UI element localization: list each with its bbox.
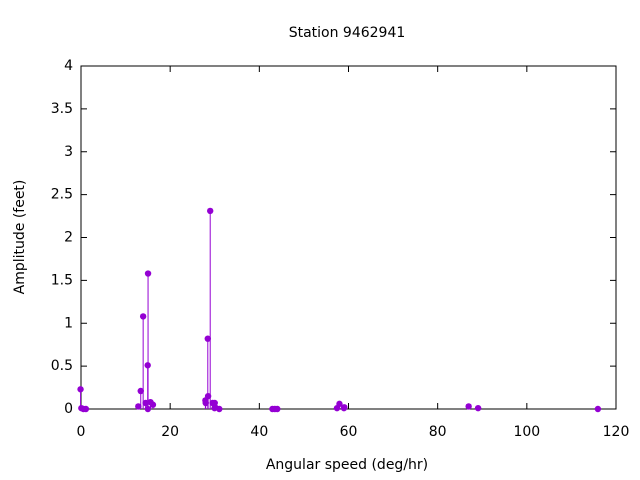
- x-tick-label: 60: [340, 424, 358, 440]
- y-tick-label: 1: [64, 315, 73, 331]
- stem-point: [139, 313, 147, 320]
- y-tick-label: 2: [64, 230, 73, 246]
- stem-point: [465, 403, 472, 410]
- stem-point: [474, 404, 482, 412]
- stem-point: [204, 335, 211, 342]
- stem-point: [149, 401, 157, 408]
- stem-point: [144, 270, 152, 277]
- stem-point: [216, 405, 223, 413]
- x-tick-label: 40: [250, 424, 268, 440]
- y-axis-label: Amplitude (feet): [12, 180, 28, 295]
- x-tick-label: 120: [603, 424, 630, 440]
- x-tick-label: 100: [513, 424, 540, 440]
- x-tick-label: 20: [161, 424, 179, 440]
- y-tick-label: 4: [64, 58, 73, 74]
- y-tick-label: 0.5: [51, 358, 73, 374]
- stem-point: [144, 405, 152, 413]
- x-tick-label: 80: [429, 424, 447, 440]
- stem-point: [594, 405, 602, 413]
- y-tick-label: 3.5: [51, 101, 73, 117]
- stem-point: [341, 404, 348, 411]
- y-tick-label: 1.5: [51, 272, 73, 288]
- x-axis-label: Angular speed (deg/hr): [266, 457, 428, 473]
- stem-point: [207, 207, 214, 215]
- stem-point: [274, 405, 281, 413]
- y-tick-label: 3: [64, 144, 73, 160]
- plot-frame: [80, 65, 617, 410]
- stem-point: [137, 387, 144, 395]
- stem-point: [77, 386, 84, 393]
- stem-point: [336, 400, 343, 408]
- x-tick-label: 0: [77, 424, 86, 440]
- chart-title: Station 9462941: [289, 25, 406, 41]
- stem-point: [135, 403, 142, 410]
- stem-point: [82, 405, 90, 413]
- y-tick-label: 2.5: [51, 187, 73, 203]
- y-tick-label: 0: [64, 401, 73, 417]
